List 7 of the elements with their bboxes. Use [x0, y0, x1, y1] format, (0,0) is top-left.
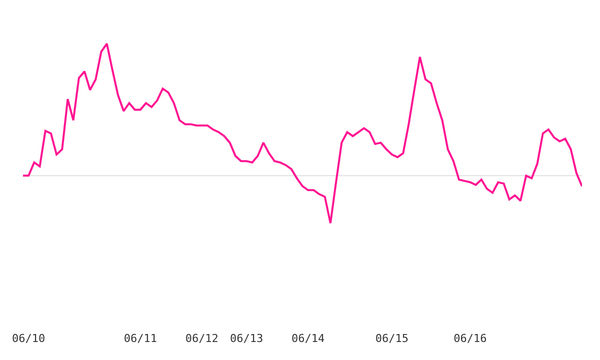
- x-tick-label: 06/11: [124, 332, 157, 345]
- x-tick-label: 06/13: [230, 332, 264, 345]
- x-tick-label: 06/15: [375, 332, 409, 345]
- x-tick-label: 06/12: [185, 332, 218, 345]
- x-tick-label: 06/16: [454, 332, 487, 345]
- x-tick-label: 06/10: [12, 332, 46, 345]
- x-tick-label: 06/14: [292, 332, 326, 345]
